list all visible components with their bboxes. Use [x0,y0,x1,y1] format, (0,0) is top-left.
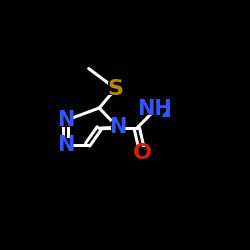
FancyBboxPatch shape [146,103,166,115]
FancyBboxPatch shape [111,121,124,134]
FancyBboxPatch shape [59,114,72,127]
FancyBboxPatch shape [108,82,123,95]
Text: 2: 2 [161,105,172,120]
FancyBboxPatch shape [136,147,149,160]
Text: S: S [108,79,124,99]
Text: N: N [109,117,126,137]
Text: N: N [57,134,74,154]
Text: N: N [57,110,74,130]
FancyBboxPatch shape [59,138,72,151]
Text: O: O [133,143,152,163]
Text: NH: NH [137,99,172,119]
